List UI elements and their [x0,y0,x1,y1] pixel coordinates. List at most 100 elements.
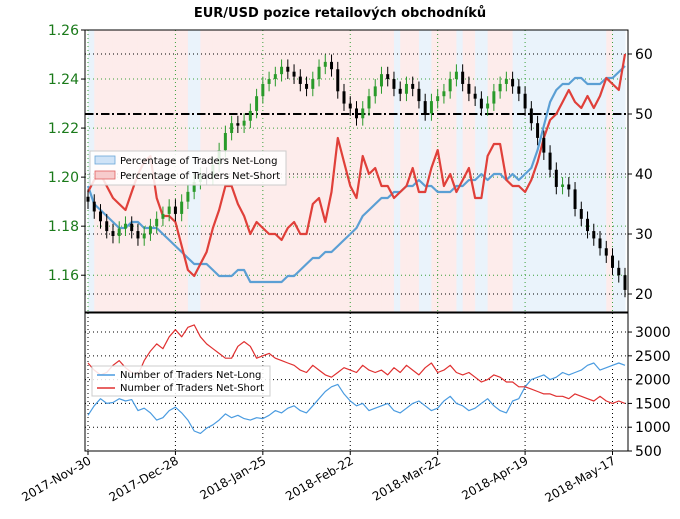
sentiment-fill-segment [412,30,420,312]
candle-body [105,221,109,232]
sentiment-fill-segment [375,30,382,312]
candle-body [404,83,408,94]
candle-body [617,267,621,276]
candle-body [436,96,440,102]
x-tick-label: 2018-Feb-22 [283,453,356,503]
candle-body [429,101,433,114]
legend-box [91,365,271,397]
candle-body [536,123,540,138]
legend-label-net-short: Percentage of Traders Net-Short [120,171,280,182]
candle-body [117,228,121,236]
legend-swatch-net-long [94,155,116,165]
candle-body [148,226,152,234]
legend-swatch-net-short [94,170,116,180]
candle-body [142,233,146,239]
sentiment-fill-segment [294,30,301,312]
count-net-short-series [87,324,626,404]
sentiment-fill-segment [506,30,514,312]
sentiment-fill-segment [581,30,589,312]
count-tick-label: 1500 [635,396,671,412]
candle-body [230,123,234,133]
candle-body [367,96,371,109]
x-tick-label: 2017-Nov-30 [19,453,93,504]
sentiment-fill-segment [493,30,501,312]
candle-body [361,108,365,119]
candle-body [554,169,558,187]
candle-body [342,91,346,104]
net-long-line [86,65,626,284]
sentiment-fill-segment [300,30,308,312]
candle-body [255,96,259,111]
candle-body [517,86,521,94]
left-tick-label: 1.22 [48,121,79,137]
sentiment-fill-segment [618,30,626,312]
sentiment-fill-segment [556,30,564,312]
sentiment-fill-segment [475,30,482,312]
candle-body [454,71,458,80]
left-tick-label: 1.26 [48,23,79,39]
candle-body [167,206,171,214]
candle-body [386,74,390,80]
sentiment-fill-segment [418,30,426,312]
candle-body [173,206,177,214]
left-axis-ticks: 1.26 1.24 1.22 1.20 1.18 1.16 [48,23,85,284]
candle-body [586,218,590,232]
sentiment-fill-segment [443,30,451,312]
x-tick-label: 2018-Apr-19 [459,453,530,502]
candle-body [330,61,334,70]
candle-body [573,189,577,210]
candle-body [273,74,277,80]
sentiment-fill-segment [612,30,620,312]
candle-body [136,231,140,239]
candle-body [392,79,396,89]
sentiment-fill-segment [337,30,345,312]
candle-body [161,213,165,219]
sentiment-fill-segment [468,30,476,312]
sentiment-fill-segment [587,30,595,312]
left-tick-label: 1.24 [48,72,79,88]
legend-box [89,150,287,186]
candle-body [473,93,477,99]
sentiment-fill-segment [450,30,457,312]
net-short-series [87,53,627,278]
sentiment-fill-segment [312,30,320,312]
count-net-long-line [87,362,626,434]
candle-body [561,184,565,187]
sentiment-fill-segment [431,30,439,312]
sentiment-fill-segment [562,30,570,312]
sentiment-fill-segment [325,30,333,312]
sentiment-fill-segment [306,30,314,312]
candle-body [92,201,96,212]
candle-body [280,66,284,75]
candle-body [98,211,102,222]
legend-label-net-long: Percentage of Traders Net-Long [120,156,278,167]
candle-body [323,61,327,67]
candle-body [479,98,483,109]
sentiment-fill-segment [406,30,414,312]
sentiment-fill-segment [543,30,551,312]
candle-body [379,74,383,87]
candle-body [567,184,571,190]
right-tick-label: 20 [635,287,653,303]
count-axis-ticks: 3000 2500 2000 1500 1000 500 [628,325,671,460]
count-net-short-line [87,324,626,404]
count-net-long-series [87,362,626,434]
right-axis-ticks: 60 50 40 30 20 [628,47,653,303]
right-tick-label: 60 [635,47,653,63]
candle-body [261,83,265,97]
count-panel-frame [84,312,629,452]
candle-body [504,79,508,84]
net-short-line [87,53,627,278]
count-tick-label: 3000 [635,325,671,341]
sentiment-fill-segment [462,30,470,312]
candle-body [317,66,321,80]
candle-body [336,69,340,92]
right-tick-label: 50 [635,107,653,123]
sentiment-fill-segment [362,30,370,312]
candle-body [442,91,446,97]
chart-title: EUR/USD pozice retailových obchodníků [194,6,486,21]
sentiment-fill-segment [600,30,607,312]
candle-body [579,209,583,219]
x-tick-label: 2017-Dec-28 [107,453,181,504]
candle-body [292,71,296,77]
